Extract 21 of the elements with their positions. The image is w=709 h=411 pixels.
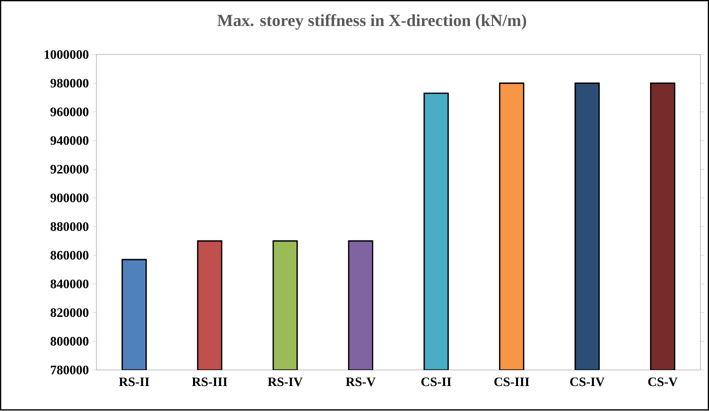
chart-title: Max. storey stiffness in X-direction (kN/m)	[217, 14, 526, 30]
x-tick-label: RS-V	[346, 378, 376, 386]
y-tick-label: 940000	[50, 136, 88, 146]
x-tick-label: CS-IV	[570, 378, 605, 386]
x-tick-label: RS-IV	[268, 378, 303, 386]
y-tick-label: 780000	[50, 366, 88, 375]
y-tick-label: 840000	[50, 280, 88, 289]
y-tick-label: 800000	[50, 337, 88, 346]
y-tick-label: 820000	[50, 308, 88, 318]
y-tick-label: 980000	[50, 79, 88, 88]
x-tick-label: RS-II	[118, 378, 150, 386]
y-tick-label: 1000000	[44, 50, 88, 60]
x-tick-label: CS-II	[421, 378, 452, 386]
y-tick-label: 920000	[50, 165, 88, 174]
y-tick-label: 960000	[50, 108, 88, 116]
y-tick-label: 860000	[50, 251, 88, 260]
x-tick-label: RS-III	[192, 378, 228, 386]
x-tick-label: CS-III	[494, 378, 530, 386]
x-tick-label: CS-V	[648, 378, 678, 386]
y-tick-label: 900000	[50, 194, 88, 203]
y-tick-label: 880000	[50, 222, 88, 232]
